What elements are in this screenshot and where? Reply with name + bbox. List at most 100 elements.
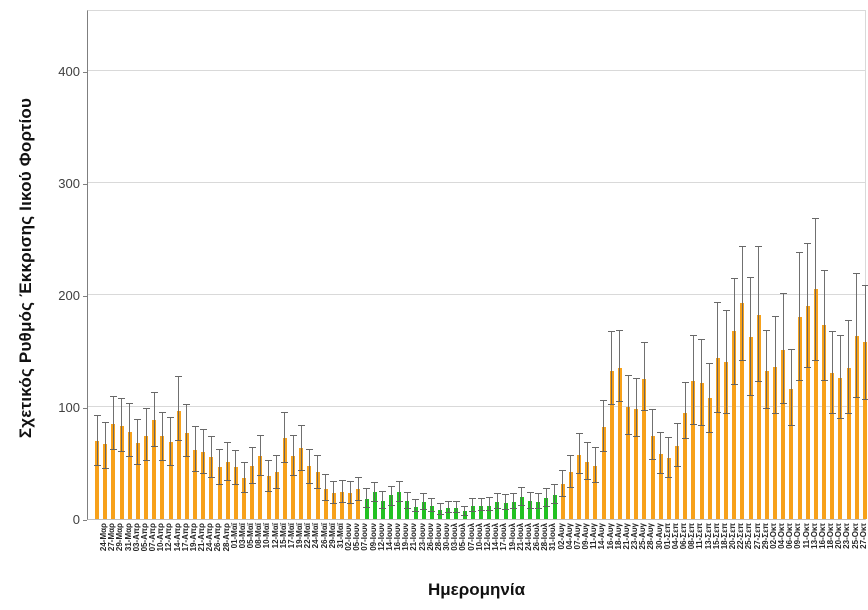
error-bar-10-Μαϊ [259, 436, 261, 477]
bar-09-Αυγ [577, 455, 582, 519]
error-bar-09-Οκτ [790, 349, 792, 426]
error-cap-top-25-Οκτ [845, 319, 853, 321]
error-bar-24-Απρ [202, 430, 204, 475]
error-cap-bottom-31-Ιουλ [542, 505, 550, 507]
error-cap-bottom-09-Αυγ [575, 473, 583, 475]
bar-18-Αυγ [609, 371, 614, 519]
bar-24-Απρ [201, 451, 206, 519]
bar-17-Ιουλ [495, 502, 500, 519]
error-cap-bottom-01-Σεπ [657, 473, 665, 475]
error-bar-28-Αυγ [643, 343, 645, 412]
error-cap-bottom-18-Σεπ [714, 411, 722, 413]
error-cap-bottom-23-Οκτ [836, 418, 844, 420]
bar-12-Απρ [160, 436, 165, 519]
bar-06-Σεπ [675, 446, 680, 519]
error-cap-bottom-28-Ιουλ [534, 507, 542, 509]
error-cap-bottom-31-Μαϊ [330, 503, 338, 505]
error-bar-28-Ιουλ [537, 494, 539, 509]
error-bar-21-Απρ [194, 427, 196, 472]
error-cap-bottom-06-Σεπ [673, 466, 681, 468]
error-bar-15-Σεπ [709, 364, 711, 433]
error-bar-18-Αυγ [611, 331, 613, 405]
error-cap-top-19-Μαϊ [289, 435, 297, 437]
bar-31-Μαϊ [331, 493, 336, 519]
error-bar-11-Αυγ [586, 442, 588, 480]
error-bar-12-Απρ [161, 412, 163, 461]
bar-29-Σεπ [756, 315, 761, 519]
error-cap-bottom-01-Μαϊ [224, 479, 232, 481]
error-bar-29-Μαϊ [325, 475, 327, 502]
error-cap-top-06-Οκτ [779, 292, 787, 294]
y-tick-mark-300 [83, 183, 87, 185]
bar-05-Απρ [135, 442, 140, 519]
error-cap-top-11-Σεπ [689, 335, 697, 337]
error-cap-bottom-02-Αυγ [551, 503, 559, 505]
error-cap-bottom-16-Ιουν [387, 504, 395, 506]
error-cap-bottom-17-Μαϊ [281, 461, 289, 463]
error-cap-top-29-Μαρ [109, 395, 117, 397]
error-bar-09-Ιουν [366, 488, 368, 508]
y-tick-mark-100 [83, 407, 87, 409]
error-cap-top-05-Απρ [134, 419, 142, 421]
bar-02-Ιουν [340, 492, 345, 519]
error-bar-16-Ιουν [390, 486, 392, 506]
error-cap-bottom-05-Ιουλ [452, 512, 460, 514]
bar-16-Αυγ [601, 427, 606, 519]
gridline-200 [88, 293, 865, 295]
error-bar-26-Απρ [210, 437, 212, 478]
error-cap-bottom-10-Απρ [150, 446, 158, 448]
error-cap-top-13-Οκτ [804, 243, 812, 245]
error-cap-top-22-Σεπ [730, 278, 738, 280]
error-cap-top-25-Αυγ [632, 377, 640, 379]
error-bar-21-Ιουν [406, 493, 408, 509]
error-cap-bottom-12-Ιουλ [477, 510, 485, 512]
error-cap-bottom-05-Ιουν [346, 503, 354, 505]
error-cap-bottom-08-Σεπ [681, 438, 689, 440]
bar-15-Μαϊ [274, 471, 279, 519]
bar-01-Μαϊ [225, 461, 230, 519]
error-cap-top-30-Ιουν [436, 503, 444, 505]
bar-20-Σεπ [724, 362, 729, 519]
x-tick-label-text: 17-Ιουλ [499, 523, 509, 551]
bar-04-Οκτ [773, 366, 778, 519]
error-cap-top-23-Ιουν [412, 498, 420, 500]
error-bar-05-Μαϊ [243, 462, 245, 494]
error-cap-top-16-Ιουν [387, 485, 395, 487]
bar-13-Οκτ [805, 306, 810, 519]
bar-11-Αυγ [585, 461, 590, 519]
bar-17-Απρ [176, 411, 181, 519]
error-cap-top-04-Οκτ [771, 316, 779, 318]
error-cap-bottom-02-Ιουν [338, 502, 346, 504]
error-cap-bottom-23-Ιουν [412, 511, 420, 513]
error-bar-18-Οκτ [823, 271, 825, 382]
error-bar-17-Ιουλ [496, 494, 498, 509]
error-cap-bottom-21-Ιουλ [510, 507, 518, 509]
bar-27-Οκτ [854, 336, 859, 519]
bar-14-Απρ [168, 441, 173, 519]
error-cap-bottom-26-Μαϊ [314, 487, 322, 489]
error-cap-bottom-28-Αυγ [640, 410, 648, 412]
error-cap-bottom-22-Σεπ [730, 383, 738, 385]
bar-07-Ιουν [356, 488, 361, 519]
error-cap-top-24-Ιουλ [518, 486, 526, 488]
bar-18-Σεπ [715, 357, 720, 519]
error-cap-top-13-Σεπ [698, 338, 706, 340]
error-cap-top-19-Ιουν [395, 481, 403, 483]
error-cap-top-07-Απρ [142, 408, 150, 410]
error-bar-29-Μαρ [112, 396, 114, 450]
error-cap-bottom-12-Απρ [158, 459, 166, 461]
bar-03-Απρ [127, 431, 132, 519]
error-cap-top-31-Ιουλ [542, 487, 550, 489]
error-cap-top-28-Ιουν [428, 497, 436, 499]
error-bar-24-Μαϊ [308, 449, 310, 485]
bar-14-Αυγ [593, 466, 598, 519]
y-tick-mark-0 [83, 520, 87, 521]
error-cap-top-17-Απρ [175, 375, 183, 377]
error-cap-bottom-21-Αυγ [616, 401, 624, 403]
error-cap-top-28-Απρ [216, 448, 224, 450]
error-cap-bottom-24-Απρ [199, 473, 207, 475]
error-cap-bottom-15-Μαϊ [273, 487, 281, 489]
error-bar-22-Σεπ [733, 279, 735, 385]
error-cap-bottom-25-Αυγ [632, 436, 640, 438]
